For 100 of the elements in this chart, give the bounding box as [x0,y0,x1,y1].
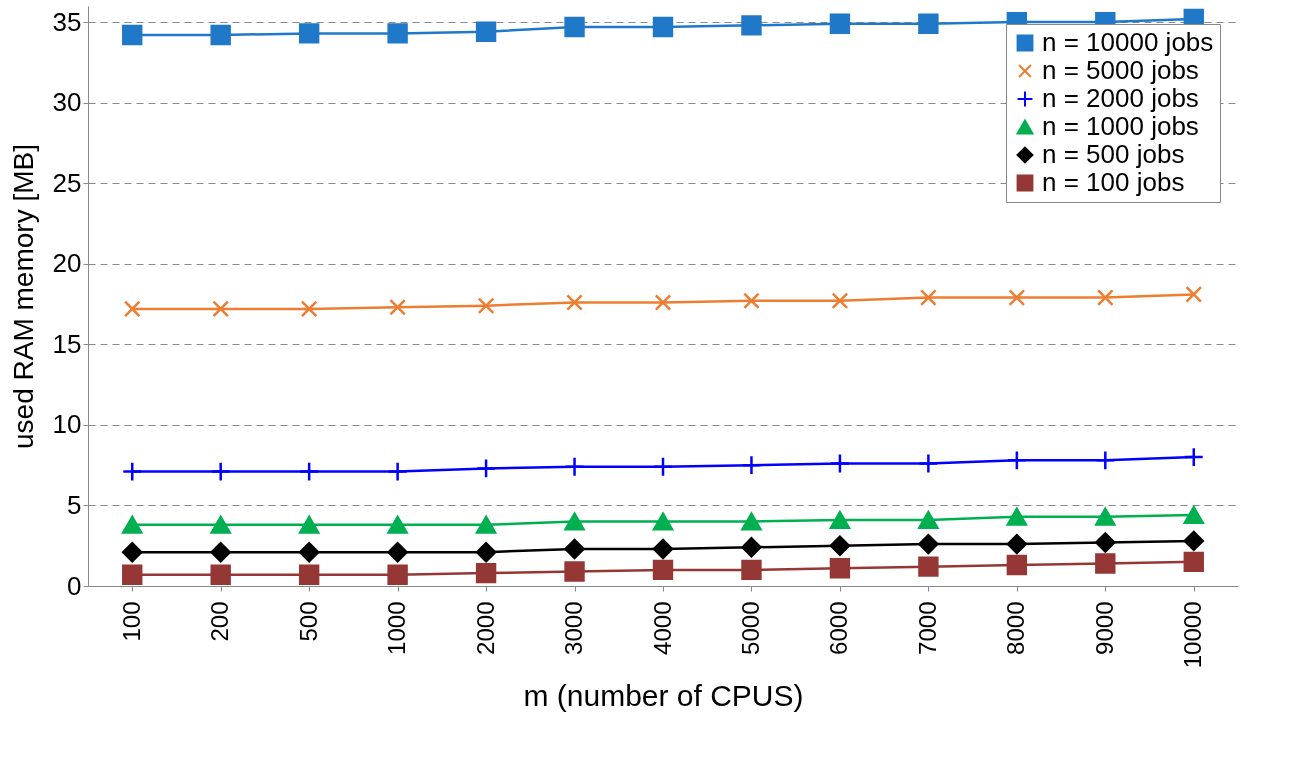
y-tick-label: 5 [67,489,82,520]
point [210,24,231,46]
y-tick-label: 25 [52,167,82,198]
point [122,515,143,534]
point [652,512,674,531]
point [829,453,851,474]
point [1183,446,1204,468]
point [1183,506,1204,525]
y-tick-label: 15 [52,328,82,359]
x-tick-label: 9000 [1090,601,1118,655]
y-axis-title: used RAM memory [MB] [7,144,39,449]
point [566,294,583,311]
point [652,456,674,477]
point [1006,533,1028,555]
point [123,300,141,318]
point [475,562,497,584]
point [298,515,320,534]
point [831,292,849,310]
point [477,297,495,315]
point [1006,554,1028,576]
point [741,454,762,476]
point [919,289,937,307]
point [829,535,851,556]
legend-label: n = 100 jobs [1042,167,1185,197]
point [210,541,231,563]
point [743,292,760,310]
legend-label: n = 500 jobs [1042,139,1185,169]
y-tick-label: 35 [52,6,82,37]
y-tick-label: 10 [52,409,82,440]
x-axis-title: m (number of CPUS) [523,679,804,713]
point [1183,530,1204,552]
point [122,24,143,46]
point [829,558,851,579]
legend-label: n = 2000 jobs [1042,83,1199,113]
point [298,564,320,585]
point [1095,553,1116,574]
x-tick-label: 200 [206,601,234,642]
point [652,559,674,581]
point [918,510,939,529]
point [1006,450,1028,471]
legend-label: n = 5000 jobs [1042,55,1199,85]
point [387,564,408,585]
point [298,461,320,482]
point [918,556,939,577]
point [741,559,762,581]
point [829,13,851,34]
x-tick-label: 7000 [913,601,941,655]
point [652,538,674,560]
legend-label: n = 1000 jobs [1042,111,1199,141]
x-tick-label: 10000 [1179,601,1207,669]
point [300,300,318,318]
point [1095,507,1116,526]
point [387,461,408,482]
point [918,453,939,474]
point [564,456,585,477]
point [564,512,585,531]
point [1095,450,1116,471]
point [210,564,231,585]
x-tick-label: 1000 [383,601,411,655]
point [122,461,143,482]
point [564,561,585,582]
point [475,21,497,42]
point [122,541,143,563]
point [1183,551,1204,573]
point [1096,289,1114,307]
point [1185,285,1203,303]
point [1006,507,1028,526]
x-tick-label: 3000 [560,601,588,655]
point [829,510,851,529]
point [475,458,497,479]
point [298,23,320,44]
point [918,13,939,34]
point [652,16,674,38]
point [122,564,143,585]
x-tick-label: 500 [294,601,322,642]
point [212,300,230,318]
point [387,515,408,534]
x-tick-label: 5000 [736,601,764,655]
point [210,515,231,534]
y-tick-label: 0 [67,570,82,601]
point [741,537,762,558]
y-tick-label: 20 [52,248,82,279]
point [741,15,762,36]
point [741,512,762,531]
point [475,541,497,563]
x-tick-label: 2000 [471,601,499,655]
point [564,538,585,560]
point [1008,289,1026,307]
point [389,298,407,316]
point [654,294,672,311]
point [298,541,320,563]
point [475,515,497,534]
point [564,16,585,38]
point [1095,532,1116,553]
x-tick-label: 6000 [825,601,853,655]
x-tick-label: 4000 [648,601,676,655]
x-tick-label: 100 [117,601,145,642]
x-tick-label: 8000 [1002,601,1030,655]
legend-label: n = 10000 jobs [1042,27,1214,57]
point [387,23,408,44]
